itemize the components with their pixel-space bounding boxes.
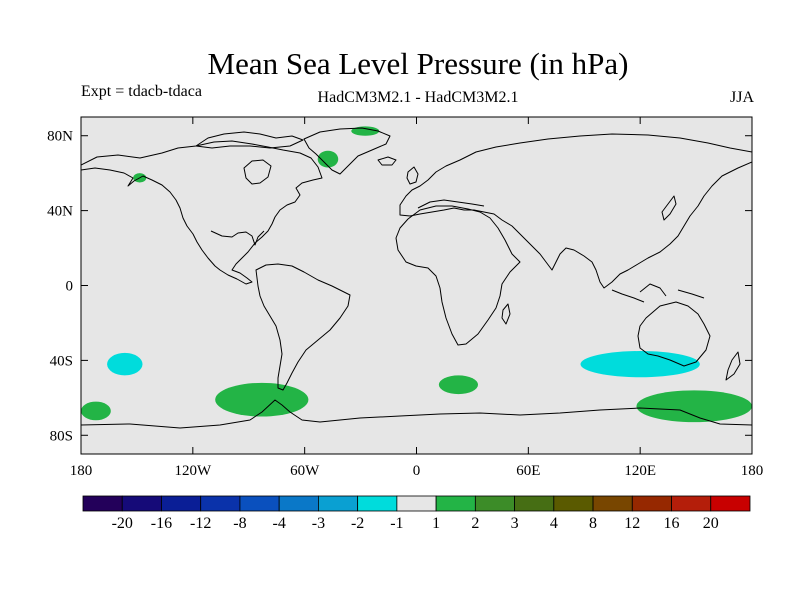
coast-hudson-bay [243,159,272,185]
colorbar-label: -1 [390,515,403,532]
anomaly-green-south-pacific-amundsen [215,382,309,417]
colorbar-swatch [474,495,515,512]
colorbar-swatch [514,495,555,512]
lon-tick-label: 0 [413,463,421,479]
colorbar-label: -20 [112,515,133,532]
lat-tick-label: 40S [50,353,73,369]
colorbar-label: 4 [550,515,558,532]
lat-tick-label: 0 [66,279,74,295]
colorbar-label: 12 [624,515,640,532]
lon-tick-label: 60E [516,463,540,479]
colorbar-swatch [121,495,162,512]
coast-australia [637,301,711,367]
colorbar-swatch [82,495,123,512]
coast-britain [406,166,419,185]
lon-tick-label: 120E [624,463,656,479]
lon-tick-label: 180 [70,463,93,479]
anomaly-green-south-atlantic [438,375,479,395]
coast-iceland [377,156,397,166]
coast-greenland [303,127,391,175]
coast-north-america [81,140,323,285]
anomaly-green-greenland [317,150,339,168]
coast-mediterranean [417,199,485,209]
coast-indonesia [611,283,705,303]
colorbar-label: -16 [151,515,172,532]
colorbar-swatch [592,495,633,512]
coast-south-america [255,263,351,391]
colorbar-swatch [239,495,280,512]
coast-eurasia [399,133,752,289]
model-label: HadCM3M2.1 - HadCM3M2.1 [317,89,519,106]
coast-japan [661,195,677,221]
colorbar-swatch [671,495,712,512]
season-label: JJA [729,89,754,106]
colorbar-label: 3 [511,515,519,532]
colorbar-label: -4 [273,515,286,532]
colorbar-swatch [710,495,751,512]
colorbar: -20 -16 -12 -8 -4 -3 -2 -1 1 2 3 4 8 12 16 20 [82,495,751,532]
colorbar-swatch [396,495,437,512]
coast-madagascar [501,303,511,325]
colorbar-swatch [357,495,398,512]
anomaly-green-arctic-north [351,126,380,136]
map-background [81,117,752,454]
coast-antarctica [81,399,752,429]
coastlines [81,127,752,429]
colorbar-label: -3 [312,515,325,532]
lat-tick-label: 80S [50,428,73,444]
map-axes: 180 120W 60W 0 60E 120E 180 80N 40N 0 40S 80S [47,117,763,479]
anomaly-green-ross-sea-west [81,401,111,421]
colorbar-label: 1 [432,515,440,532]
colorbar-swatch [318,495,359,512]
colorbar-label: -2 [351,515,364,532]
experiment-label: Expt = tdacb-tdaca [81,83,202,100]
lon-tick-label: 180 [741,463,764,479]
colorbar-swatch [278,495,319,512]
anomaly-green-southern-ocean-east [636,390,752,423]
colorbar-swatch [631,495,672,512]
colorbar-label: 16 [664,515,680,532]
coast-gulf-mexico [210,230,265,246]
coast-new-zealand [725,351,741,381]
chart-title: Mean Sea Level Pressure (in hPa) [207,46,629,81]
coast-arctic-islands [195,131,304,149]
lon-tick-label: 120W [174,463,212,479]
lat-tick-label: 80N [47,129,73,145]
lon-tick-label: 60W [290,463,320,479]
colorbar-swatch [435,495,476,512]
colorbar-label: 20 [703,515,719,532]
colorbar-swatch [200,495,241,512]
colorbar-label: 8 [589,515,597,532]
anomaly-cyan-southeast-pacific [107,352,143,376]
colorbar-swatch [161,495,202,512]
colorbar-swatch [553,495,594,512]
colorbar-label: -12 [190,515,211,532]
lat-tick-label: 40N [47,204,73,220]
anomaly-cyan-south-indian-ocean [580,351,700,378]
colorbar-label: -8 [233,515,246,532]
colorbar-label: 2 [471,515,479,532]
coast-africa [395,205,521,346]
